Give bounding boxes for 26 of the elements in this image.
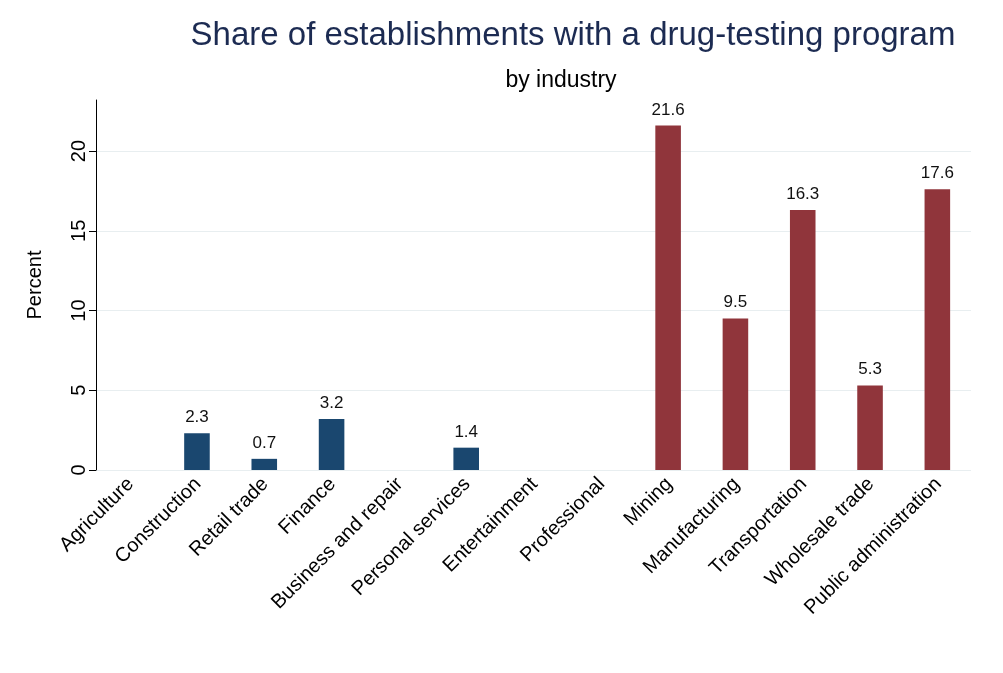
data-label: 0.7: [252, 432, 277, 452]
bar: [857, 385, 883, 470]
y-tick-label: 0: [67, 464, 89, 476]
data-label: 2.3: [185, 407, 209, 427]
chart-title: Share of establishments with a drug-testing program: [190, 15, 956, 52]
data-label: 1.4: [454, 421, 479, 441]
y-tick-label: 5: [67, 384, 89, 396]
y-tick-label: 10: [67, 299, 89, 322]
bar: [924, 189, 951, 470]
y-tick-label: 20: [67, 139, 89, 163]
data-label: 17.6: [920, 163, 954, 183]
bar: [184, 433, 210, 470]
data-label: 9.5: [723, 292, 748, 312]
data-label: 3.2: [319, 392, 344, 412]
data-label: 21.6: [651, 99, 685, 119]
chart-subtitle: by industry: [505, 65, 618, 92]
data-label: 16.3: [786, 184, 820, 204]
y-tick-label: 15: [67, 219, 89, 242]
bar: [318, 418, 345, 470]
data-label: 5.3: [858, 359, 882, 379]
bar: [453, 447, 479, 470]
y-axis-title: Percent: [23, 250, 45, 320]
bar: [655, 125, 681, 470]
bar: [789, 210, 816, 470]
bar: [251, 458, 278, 470]
bar: [722, 318, 749, 470]
